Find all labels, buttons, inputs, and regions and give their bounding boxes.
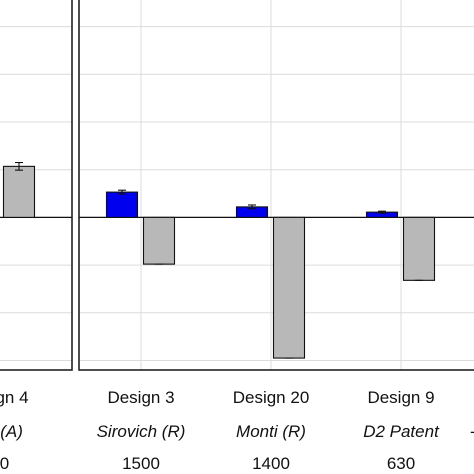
category-count-label: 700: [0, 454, 9, 473]
bar-series-2: [2, 165, 36, 218]
category-design-label: Design 9: [367, 388, 434, 407]
category-design-label: Design 3: [107, 388, 174, 407]
category-labels: Design 4 ong (A) 700 Design 3 Sirovich (R) 15…: [0, 388, 474, 473]
right-panel-frame: [78, 0, 474, 371]
bar-series-2: [272, 216, 306, 359]
bar-series-2: [142, 216, 176, 265]
category-count-label: 1500: [122, 454, 160, 473]
category-source-label: Monti (R): [236, 422, 306, 441]
category-design-label: Design 4: [0, 388, 29, 407]
bar-series-2: [402, 216, 436, 281]
bar-series-1: [105, 191, 139, 218]
partial-label-glyph: -: [470, 422, 474, 441]
grid-layer: [0, 0, 474, 370]
category-source-label: D2 Patent: [363, 422, 440, 441]
panel-frames: [0, 0, 474, 371]
left-panel-frame: [0, 0, 73, 371]
category-source-label: ong (A): [0, 422, 23, 441]
category-count-label: 1400: [252, 454, 290, 473]
category-design-label: Design 20: [233, 388, 310, 407]
category-count-label: 630: [387, 454, 415, 473]
bar-layer: [2, 161, 436, 359]
category-source-label: Sirovich (R): [97, 422, 186, 441]
